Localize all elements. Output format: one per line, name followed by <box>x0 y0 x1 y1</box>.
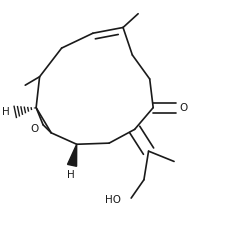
Text: H: H <box>67 170 74 180</box>
Polygon shape <box>67 144 76 166</box>
Text: O: O <box>178 103 187 113</box>
Text: O: O <box>30 124 39 134</box>
Text: HO: HO <box>104 195 120 205</box>
Text: H: H <box>2 107 10 117</box>
